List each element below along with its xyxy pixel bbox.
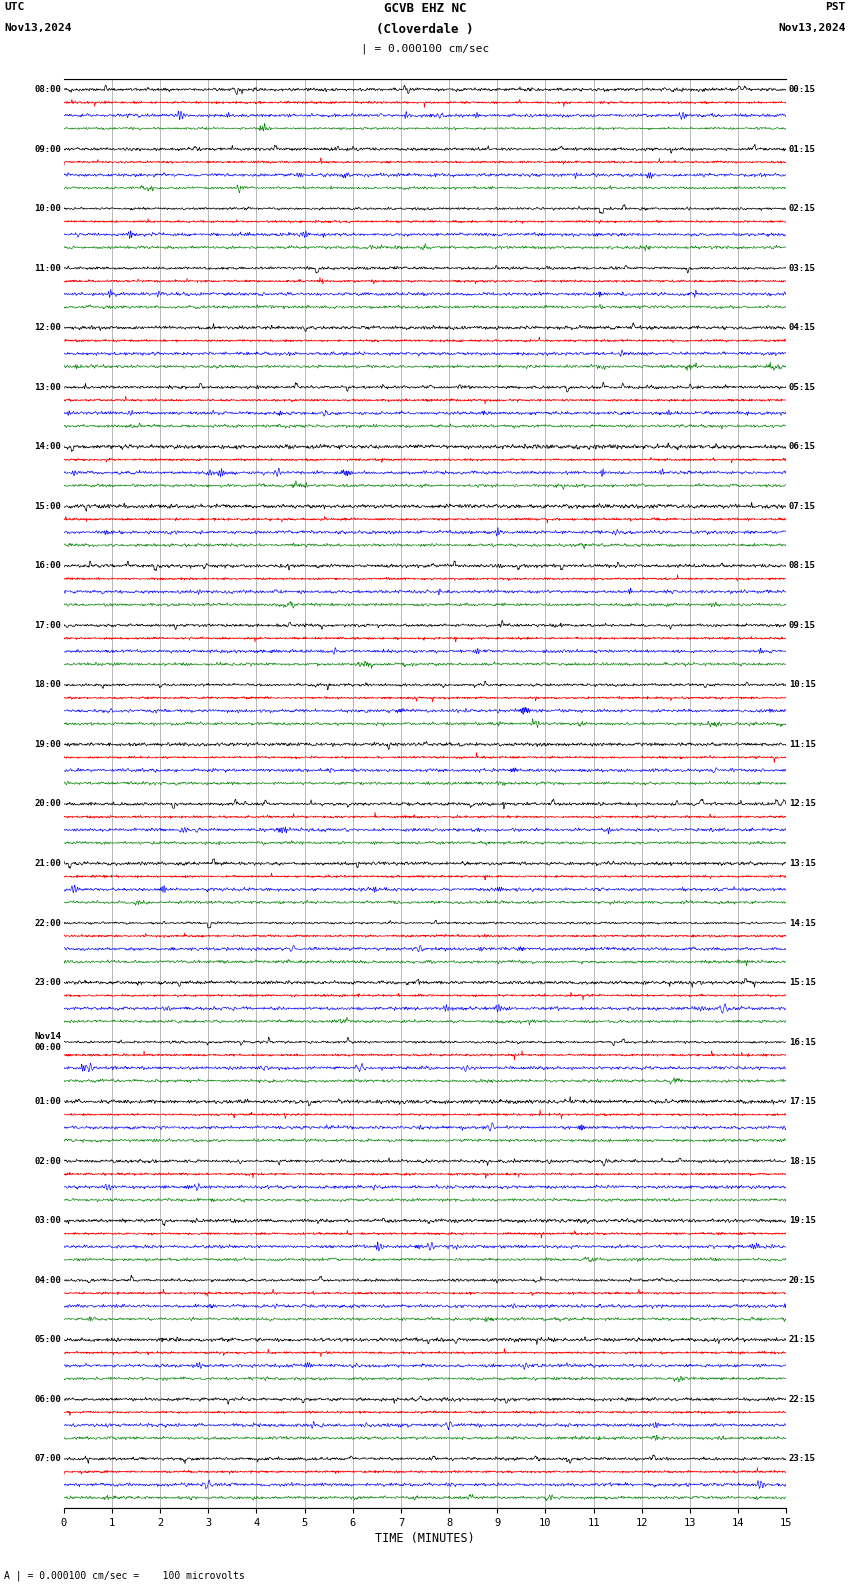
Text: 17:15: 17:15: [789, 1098, 816, 1106]
Text: 13:00: 13:00: [34, 383, 61, 391]
Text: 00:15: 00:15: [789, 86, 816, 93]
Text: 20:15: 20:15: [789, 1275, 816, 1285]
Text: 01:15: 01:15: [789, 144, 816, 154]
Text: 21:15: 21:15: [789, 1335, 816, 1345]
Text: 16:00: 16:00: [34, 561, 61, 570]
Text: 23:15: 23:15: [789, 1454, 816, 1464]
Text: 08:15: 08:15: [789, 561, 816, 570]
Text: GCVB EHZ NC: GCVB EHZ NC: [383, 2, 467, 16]
Text: 04:00: 04:00: [34, 1275, 61, 1285]
Text: (Cloverdale ): (Cloverdale ): [377, 22, 473, 36]
Text: 07:00: 07:00: [34, 1454, 61, 1464]
Text: 02:00: 02:00: [34, 1156, 61, 1166]
X-axis label: TIME (MINUTES): TIME (MINUTES): [375, 1532, 475, 1544]
Text: 18:00: 18:00: [34, 681, 61, 689]
Text: 05:00: 05:00: [34, 1335, 61, 1345]
Text: 12:00: 12:00: [34, 323, 61, 333]
Text: 22:00: 22:00: [34, 919, 61, 928]
Text: 14:00: 14:00: [34, 442, 61, 451]
Text: 02:15: 02:15: [789, 204, 816, 214]
Text: 17:00: 17:00: [34, 621, 61, 630]
Text: 03:00: 03:00: [34, 1217, 61, 1224]
Text: 01:00: 01:00: [34, 1098, 61, 1106]
Text: 21:00: 21:00: [34, 859, 61, 868]
Text: 16:15: 16:15: [789, 1038, 816, 1047]
Text: 15:15: 15:15: [789, 977, 816, 987]
Text: 19:00: 19:00: [34, 740, 61, 749]
Text: 11:15: 11:15: [789, 740, 816, 749]
Text: 19:15: 19:15: [789, 1217, 816, 1224]
Text: A | = 0.000100 cm/sec =    100 microvolts: A | = 0.000100 cm/sec = 100 microvolts: [4, 1570, 245, 1581]
Text: 06:15: 06:15: [789, 442, 816, 451]
Text: 06:00: 06:00: [34, 1396, 61, 1403]
Text: 15:00: 15:00: [34, 502, 61, 510]
Text: 14:15: 14:15: [789, 919, 816, 928]
Text: | = 0.000100 cm/sec: | = 0.000100 cm/sec: [361, 43, 489, 54]
Text: 10:15: 10:15: [789, 681, 816, 689]
Text: 10:00: 10:00: [34, 204, 61, 214]
Text: 11:00: 11:00: [34, 263, 61, 272]
Text: Nov14
00:00: Nov14 00:00: [34, 1033, 61, 1052]
Text: 05:15: 05:15: [789, 383, 816, 391]
Text: 09:15: 09:15: [789, 621, 816, 630]
Text: 13:15: 13:15: [789, 859, 816, 868]
Text: 20:00: 20:00: [34, 800, 61, 808]
Text: Nov13,2024: Nov13,2024: [779, 22, 846, 33]
Text: 07:15: 07:15: [789, 502, 816, 510]
Text: 18:15: 18:15: [789, 1156, 816, 1166]
Text: 22:15: 22:15: [789, 1396, 816, 1403]
Text: 12:15: 12:15: [789, 800, 816, 808]
Text: PST: PST: [825, 2, 846, 13]
Text: 04:15: 04:15: [789, 323, 816, 333]
Text: UTC: UTC: [4, 2, 25, 13]
Text: 03:15: 03:15: [789, 263, 816, 272]
Text: 08:00: 08:00: [34, 86, 61, 93]
Text: 23:00: 23:00: [34, 977, 61, 987]
Text: Nov13,2024: Nov13,2024: [4, 22, 71, 33]
Text: 09:00: 09:00: [34, 144, 61, 154]
